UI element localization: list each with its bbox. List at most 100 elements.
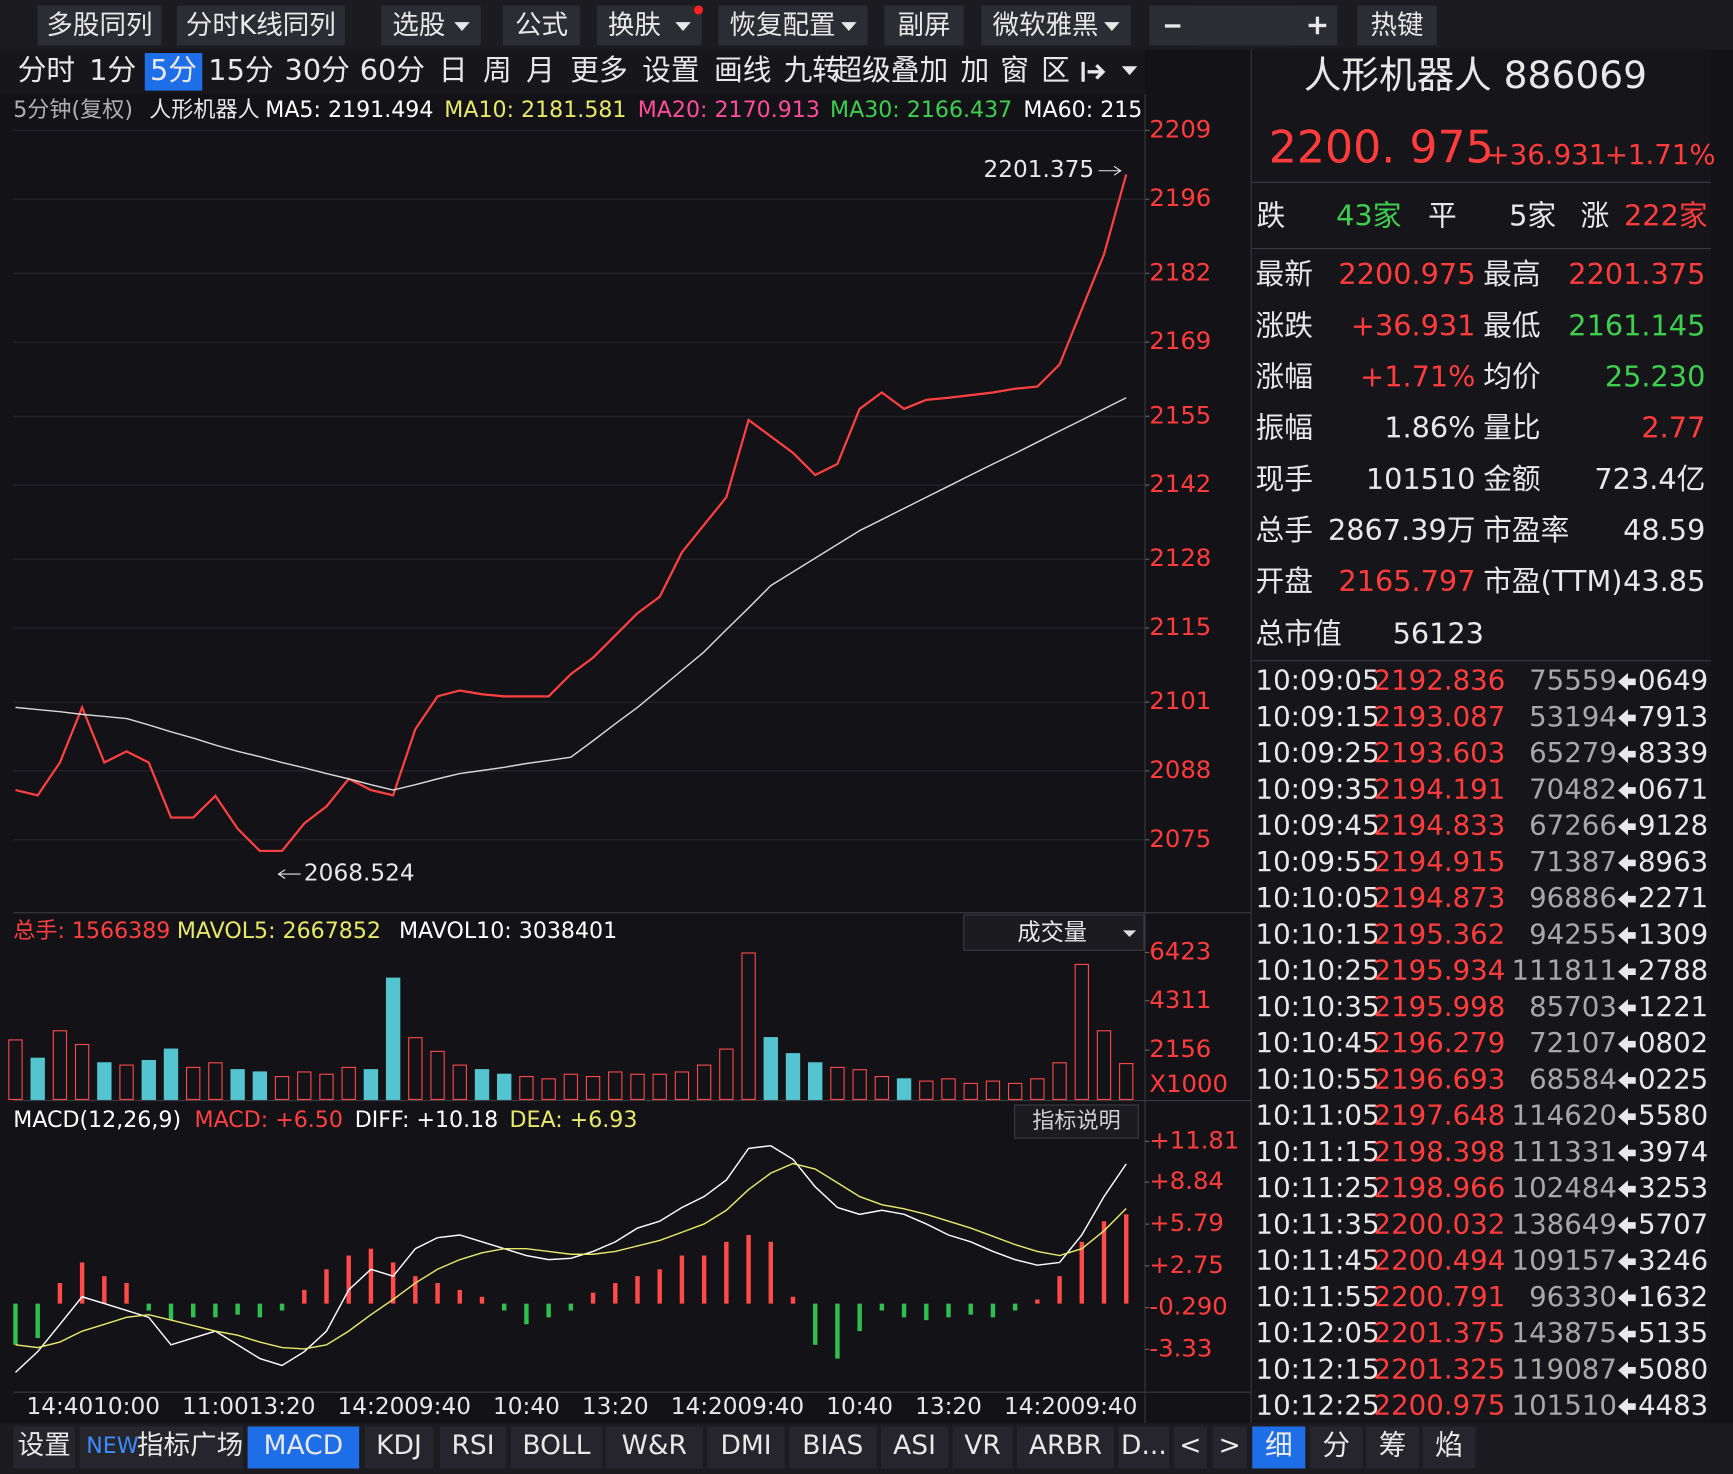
macd-bar xyxy=(168,1303,174,1321)
toolbar-button-label[interactable]: 选股 xyxy=(392,10,445,41)
view-tab-label[interactable]: 焰 xyxy=(1435,1428,1463,1461)
period-tab[interactable]: 60分 xyxy=(360,53,425,87)
trade-price: 2201.325 xyxy=(1374,1352,1506,1385)
view-tab[interactable] xyxy=(1252,1426,1306,1469)
toolbar-button-label[interactable]: 副屏 xyxy=(897,10,950,41)
indicator-tab[interactable] xyxy=(1016,1426,1115,1469)
toolbar-button[interactable] xyxy=(176,5,345,46)
toolbar-button[interactable] xyxy=(37,5,162,46)
period-tab[interactable]: 月 xyxy=(526,53,555,87)
indicator-tab[interactable] xyxy=(510,1426,603,1469)
toolbar-button-label[interactable]: 微软雅黑 xyxy=(992,10,1098,41)
indicator-tab[interactable] xyxy=(605,1426,703,1469)
quote-field: 2165.797 xyxy=(1338,564,1475,598)
toolbar-button[interactable] xyxy=(502,5,581,46)
indicator-tab[interactable] xyxy=(13,1426,76,1469)
toolbar-button[interactable] xyxy=(981,5,1131,46)
indicator-tab-label[interactable]: ARBR xyxy=(1029,1430,1102,1461)
period-icon[interactable] xyxy=(1081,61,1106,82)
indicator-tab-label[interactable]: KDJ xyxy=(376,1430,422,1461)
toolbar-button-label[interactable]: 分时K线同列 xyxy=(186,10,336,41)
view-tab[interactable] xyxy=(1422,1426,1476,1469)
period-tab[interactable]: 加 xyxy=(960,53,989,87)
indicator-tab-label[interactable]: W&R xyxy=(622,1430,687,1461)
indicator-tab-label[interactable]: RSI xyxy=(451,1430,494,1461)
period-tab[interactable]: 设置 xyxy=(642,53,699,87)
period-tab[interactable]: 画线 xyxy=(714,53,771,87)
indicator-tab-label[interactable]: MACD xyxy=(264,1430,343,1461)
indicator-tab-label[interactable]: NEW xyxy=(86,1433,138,1459)
period-tab[interactable]: 30分 xyxy=(285,53,350,87)
indicator-tab[interactable] xyxy=(1118,1426,1170,1469)
zoom-in[interactable] xyxy=(1308,16,1327,35)
view-tab-label[interactable]: 筹 xyxy=(1379,1428,1407,1461)
toolbar-button-label[interactable]: 换肤 xyxy=(608,10,661,41)
quote-field: 2.77 xyxy=(1641,411,1705,445)
toolbar-button[interactable] xyxy=(718,5,868,46)
view-tab[interactable] xyxy=(1309,1426,1363,1469)
indicator-tab-label[interactable]: BOLL xyxy=(522,1430,590,1461)
zoom-group[interactable] xyxy=(1149,5,1338,46)
y-tick-label: 2169 xyxy=(1149,326,1211,355)
period-tab[interactable]: 15分 xyxy=(208,53,273,87)
indicator-tab-label[interactable]: < xyxy=(1179,1430,1201,1461)
trade-count: 5580 xyxy=(1638,1099,1708,1132)
zoom-out[interactable] xyxy=(1164,24,1181,28)
indicator-tab[interactable] xyxy=(439,1426,507,1469)
view-tab[interactable] xyxy=(1366,1426,1420,1469)
legend-item: MACD(12,26,9) xyxy=(13,1107,181,1133)
volume-bar xyxy=(163,1048,179,1100)
trade-price: 2194.915 xyxy=(1374,845,1506,878)
indicator-tab[interactable] xyxy=(1173,1426,1207,1469)
indicator-tab[interactable] xyxy=(1212,1426,1247,1469)
period-tab[interactable]: 区 xyxy=(1041,53,1070,87)
period-tab[interactable]: 更多 xyxy=(570,53,627,87)
indicator-selector[interactable] xyxy=(963,914,1145,951)
period-tab[interactable]: 分时 xyxy=(18,53,75,87)
indicator-help-button[interactable] xyxy=(1014,1104,1139,1139)
toolbar-button-label[interactable]: 恢复配置 xyxy=(729,10,835,41)
toolbar-button-label[interactable]: 热键 xyxy=(1370,10,1423,41)
indicator-tab-label[interactable]: 指标广场 xyxy=(137,1430,243,1461)
indicator-tab[interactable] xyxy=(880,1426,949,1469)
dropdown-caret xyxy=(675,22,691,31)
indicator-tab[interactable] xyxy=(707,1426,785,1469)
trade-count: 5135 xyxy=(1638,1316,1708,1349)
indicator-tab-label[interactable]: 设置 xyxy=(18,1430,71,1461)
period-tab[interactable]: 日 xyxy=(439,53,468,87)
indicator-tab[interactable] xyxy=(364,1426,434,1469)
toolbar-button-label[interactable]: 多股同列 xyxy=(46,10,152,41)
toolbar-button[interactable] xyxy=(1357,5,1437,46)
selector-label[interactable]: 成交量 xyxy=(1017,919,1087,946)
volume-bar xyxy=(808,1062,823,1100)
indicator-tab-label[interactable]: VR xyxy=(964,1430,1001,1461)
y-tick-label: 2156 xyxy=(1149,1034,1211,1063)
indicator-tab[interactable] xyxy=(952,1426,1013,1469)
dropdown-caret[interactable] xyxy=(1121,66,1138,76)
trade-price: 2194.833 xyxy=(1374,809,1506,842)
toolbar-button-label[interactable]: 公式 xyxy=(515,10,568,41)
quote-field: 2200.975 xyxy=(1338,257,1475,291)
indicator-tab[interactable] xyxy=(79,1426,244,1469)
indicator-tab[interactable] xyxy=(789,1426,877,1469)
indicator-tab-label[interactable]: ASI xyxy=(893,1430,936,1461)
price-change: +36.931 xyxy=(1487,138,1607,171)
indicator-tab-label[interactable]: D... xyxy=(1121,1430,1167,1461)
help-button-label[interactable]: 指标说明 xyxy=(1032,1108,1120,1134)
indicator-tab-label[interactable]: DMI xyxy=(720,1430,771,1461)
period-tab[interactable]: 窗 xyxy=(1000,53,1029,87)
period-tab[interactable]: 九转 xyxy=(784,53,841,87)
view-tab-label[interactable]: 分 xyxy=(1322,1428,1350,1461)
indicator-tab-label[interactable]: > xyxy=(1218,1430,1240,1461)
trade-time: 10:09:05 xyxy=(1256,664,1380,697)
view-tab-label[interactable]: 细 xyxy=(1265,1428,1293,1461)
indicator-tab[interactable] xyxy=(247,1426,360,1469)
volume-bar xyxy=(385,977,401,1100)
trade-count: 2788 xyxy=(1638,954,1708,987)
period-tab[interactable]: 1分 xyxy=(89,53,136,87)
indicator-tab-label[interactable]: BIAS xyxy=(802,1430,863,1461)
toolbar-button[interactable] xyxy=(884,5,964,46)
period-tab[interactable]: 超级叠加 xyxy=(833,53,948,87)
period-tab[interactable]: 周 xyxy=(483,53,512,87)
period-tab[interactable]: 5分 xyxy=(150,53,197,87)
